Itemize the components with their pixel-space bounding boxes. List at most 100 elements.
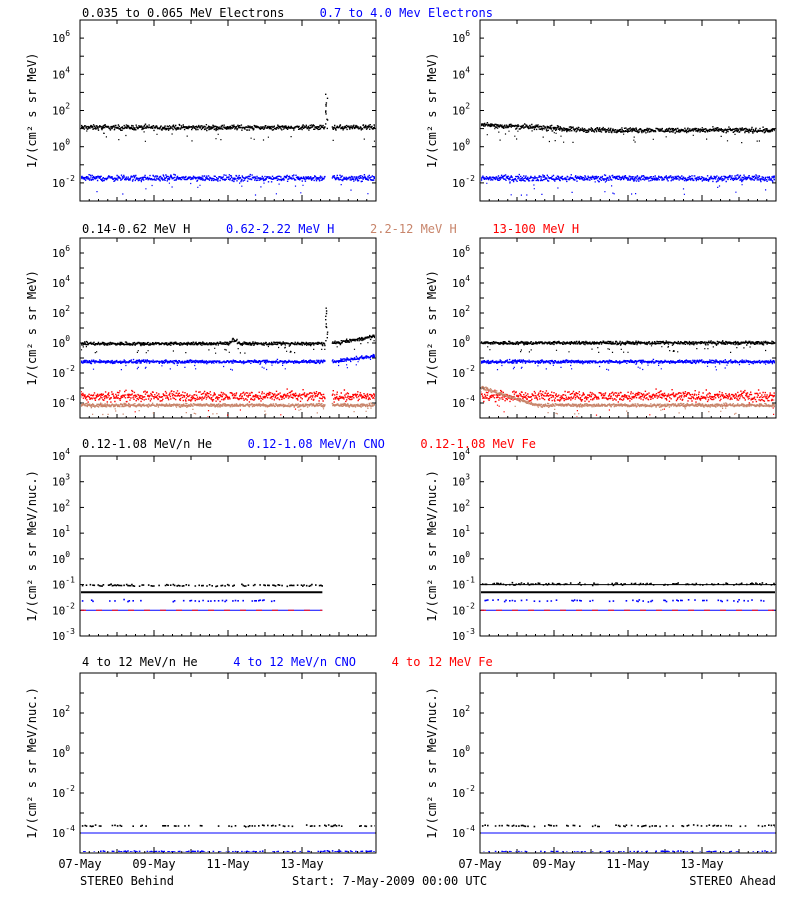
series-title: 0.14-0.62 MeV H <box>82 222 190 236</box>
series-title: 0.035 to 0.065 MeV Electrons <box>82 6 284 20</box>
data-points <box>481 122 775 196</box>
row-protons: 0.14-0.62 MeV H 0.62-2.22 MeV H 2.2-12 MeV… <box>25 222 777 419</box>
y-tick-label: 10-4 <box>52 824 75 840</box>
y-tick-label: 106 <box>452 29 470 45</box>
y-tick-label: 103 <box>452 473 470 489</box>
x-tick-label: 13-May <box>280 857 323 871</box>
series-dots <box>481 358 775 371</box>
plot-frame <box>479 237 777 419</box>
y-axis-label: 1/(cm² s sr MeV/nuc.) <box>425 687 439 839</box>
series-title: 4 to 12 MeV Fe <box>392 655 493 669</box>
x-tick-label: 11-May <box>606 857 649 871</box>
x-tick-label: 13-May <box>680 857 723 871</box>
y-tick-label: 100 <box>52 334 70 350</box>
panel-ahead-heavy-low: 10-3 10-2 10-1 100 101 102 103 104 1/(cm² s sr M… <box>425 447 777 643</box>
series-dots <box>481 340 775 353</box>
series-dots <box>81 173 375 196</box>
y-tick-label: 104 <box>52 65 70 81</box>
y-tick-label: 102 <box>52 102 70 118</box>
y-tick-label: 10-2 <box>452 174 475 190</box>
series-dots <box>81 388 375 417</box>
panel-behind-heavy-high: 10-4 10-2 100 102 1/(cm² s sr MeV/nuc.) 07-Ma… <box>25 672 377 871</box>
y-axis-label: 1/(cm² s sr MeV/nuc.) <box>425 470 439 622</box>
panel-behind-protons: 10-4 10-2 100 102 104 106 1/(cm² s sr MeV) <box>25 237 377 419</box>
x-tick-label: 07-May <box>58 857 101 871</box>
sparse-dots <box>483 850 773 852</box>
y-axis-label: 1/(cm² s sr MeV) <box>25 270 39 386</box>
y-tick-label: 10-1 <box>52 576 75 592</box>
footer-ahead-label: STEREO Ahead <box>689 874 776 888</box>
y-tick-label: 100 <box>452 550 470 566</box>
series-dots <box>81 123 375 142</box>
plot-frame <box>79 455 377 637</box>
footer-start-label: Start: 7-May-2009 00:00 UTC <box>292 874 487 888</box>
y-tick-label: 102 <box>52 704 70 720</box>
x-tick-label: 09-May <box>532 857 575 871</box>
spike-dots <box>325 93 329 130</box>
y-axis-label: 1/(cm² s sr MeV/nuc.) <box>25 687 39 839</box>
y-tick-label: 100 <box>452 334 470 350</box>
y-tick-label: 102 <box>452 304 470 320</box>
series-dots <box>81 334 375 354</box>
data-points <box>81 824 375 852</box>
data-points <box>481 824 775 852</box>
series-dots <box>481 388 775 417</box>
y-tick-label: 10-2 <box>52 364 75 380</box>
series-title: 2.2-12 MeV H <box>370 222 457 236</box>
series-dots <box>81 353 375 371</box>
row-electrons: 0.035 to 0.065 MeV Electrons 0.7 to 4.0 M… <box>25 6 777 202</box>
y-axis-label: 1/(cm² s sr MeV/nuc.) <box>25 470 39 622</box>
y-tick-label: 101 <box>452 524 470 540</box>
y-axis-label: 1/(cm² s sr MeV) <box>425 270 439 386</box>
sparse-dots <box>484 599 765 603</box>
y-tick-label: 104 <box>452 65 470 81</box>
panel-ahead-heavy-high: 10-4 10-2 100 102 1/(cm² s sr MeV/nuc.) 07-Ma… <box>425 672 777 871</box>
series-title: 4 to 12 MeV/n He <box>82 655 198 669</box>
data-points <box>81 93 375 196</box>
y-tick-label: 10-2 <box>452 601 475 617</box>
series-title: 0.12-1.08 MeV/n CNO <box>248 437 385 451</box>
y-tick-label: 106 <box>452 244 470 260</box>
y-tick-label: 10-2 <box>452 784 475 800</box>
row-heavy-low: 0.12-1.08 MeV/n He 0.12-1.08 MeV/n CNO 0.1… <box>25 437 777 643</box>
y-tick-label: 102 <box>52 304 70 320</box>
series-dots <box>81 402 375 416</box>
sparse-dots <box>83 850 375 852</box>
y-tick-label: 102 <box>452 498 470 514</box>
y-tick-label: 10-2 <box>52 174 75 190</box>
panel-behind-electrons: 10-2 100 102 104 106 1/(cm² s sr MeV) <box>25 19 377 202</box>
series-title: 0.12-1.08 MeV Fe <box>420 437 536 451</box>
y-tick-label: 10-4 <box>452 824 475 840</box>
series-dots <box>481 122 775 144</box>
series-title: 0.12-1.08 MeV/n He <box>82 437 212 451</box>
series-title: 0.7 to 4.0 Mev Electrons <box>320 6 493 20</box>
panel-ahead-protons: 10-4 10-2 100 102 104 106 1/(cm² s sr MeV) <box>425 237 777 419</box>
series-title: 0.62-2.22 MeV H <box>226 222 334 236</box>
data-points <box>481 340 775 417</box>
y-tick-label: 104 <box>452 447 470 463</box>
x-tick-label: 07-May <box>458 857 501 871</box>
series-dots <box>481 385 775 415</box>
series-title: 13-100 MeV H <box>492 222 579 236</box>
y-tick-label: 102 <box>52 498 70 514</box>
y-tick-label: 106 <box>52 244 70 260</box>
y-tick-label: 103 <box>52 473 70 489</box>
y-tick-label: 10-1 <box>452 576 475 592</box>
x-tick-label: 11-May <box>206 857 249 871</box>
sparse-dots <box>481 581 775 587</box>
data-points <box>81 583 323 611</box>
y-tick-label: 10-2 <box>52 784 75 800</box>
plot-frame <box>79 19 377 202</box>
y-tick-label: 102 <box>452 704 470 720</box>
y-tick-label: 100 <box>452 138 470 154</box>
y-tick-label: 102 <box>452 102 470 118</box>
spike-dots <box>325 307 329 342</box>
y-tick-label: 104 <box>52 274 70 290</box>
y-axis-label: 1/(cm² s sr MeV) <box>425 53 439 169</box>
sparse-dots <box>81 824 375 828</box>
y-axis-label: 1/(cm² s sr MeV) <box>25 53 39 169</box>
y-tick-label: 10-4 <box>452 394 475 410</box>
x-tick-label: 09-May <box>132 857 175 871</box>
sparse-dots <box>81 583 323 588</box>
